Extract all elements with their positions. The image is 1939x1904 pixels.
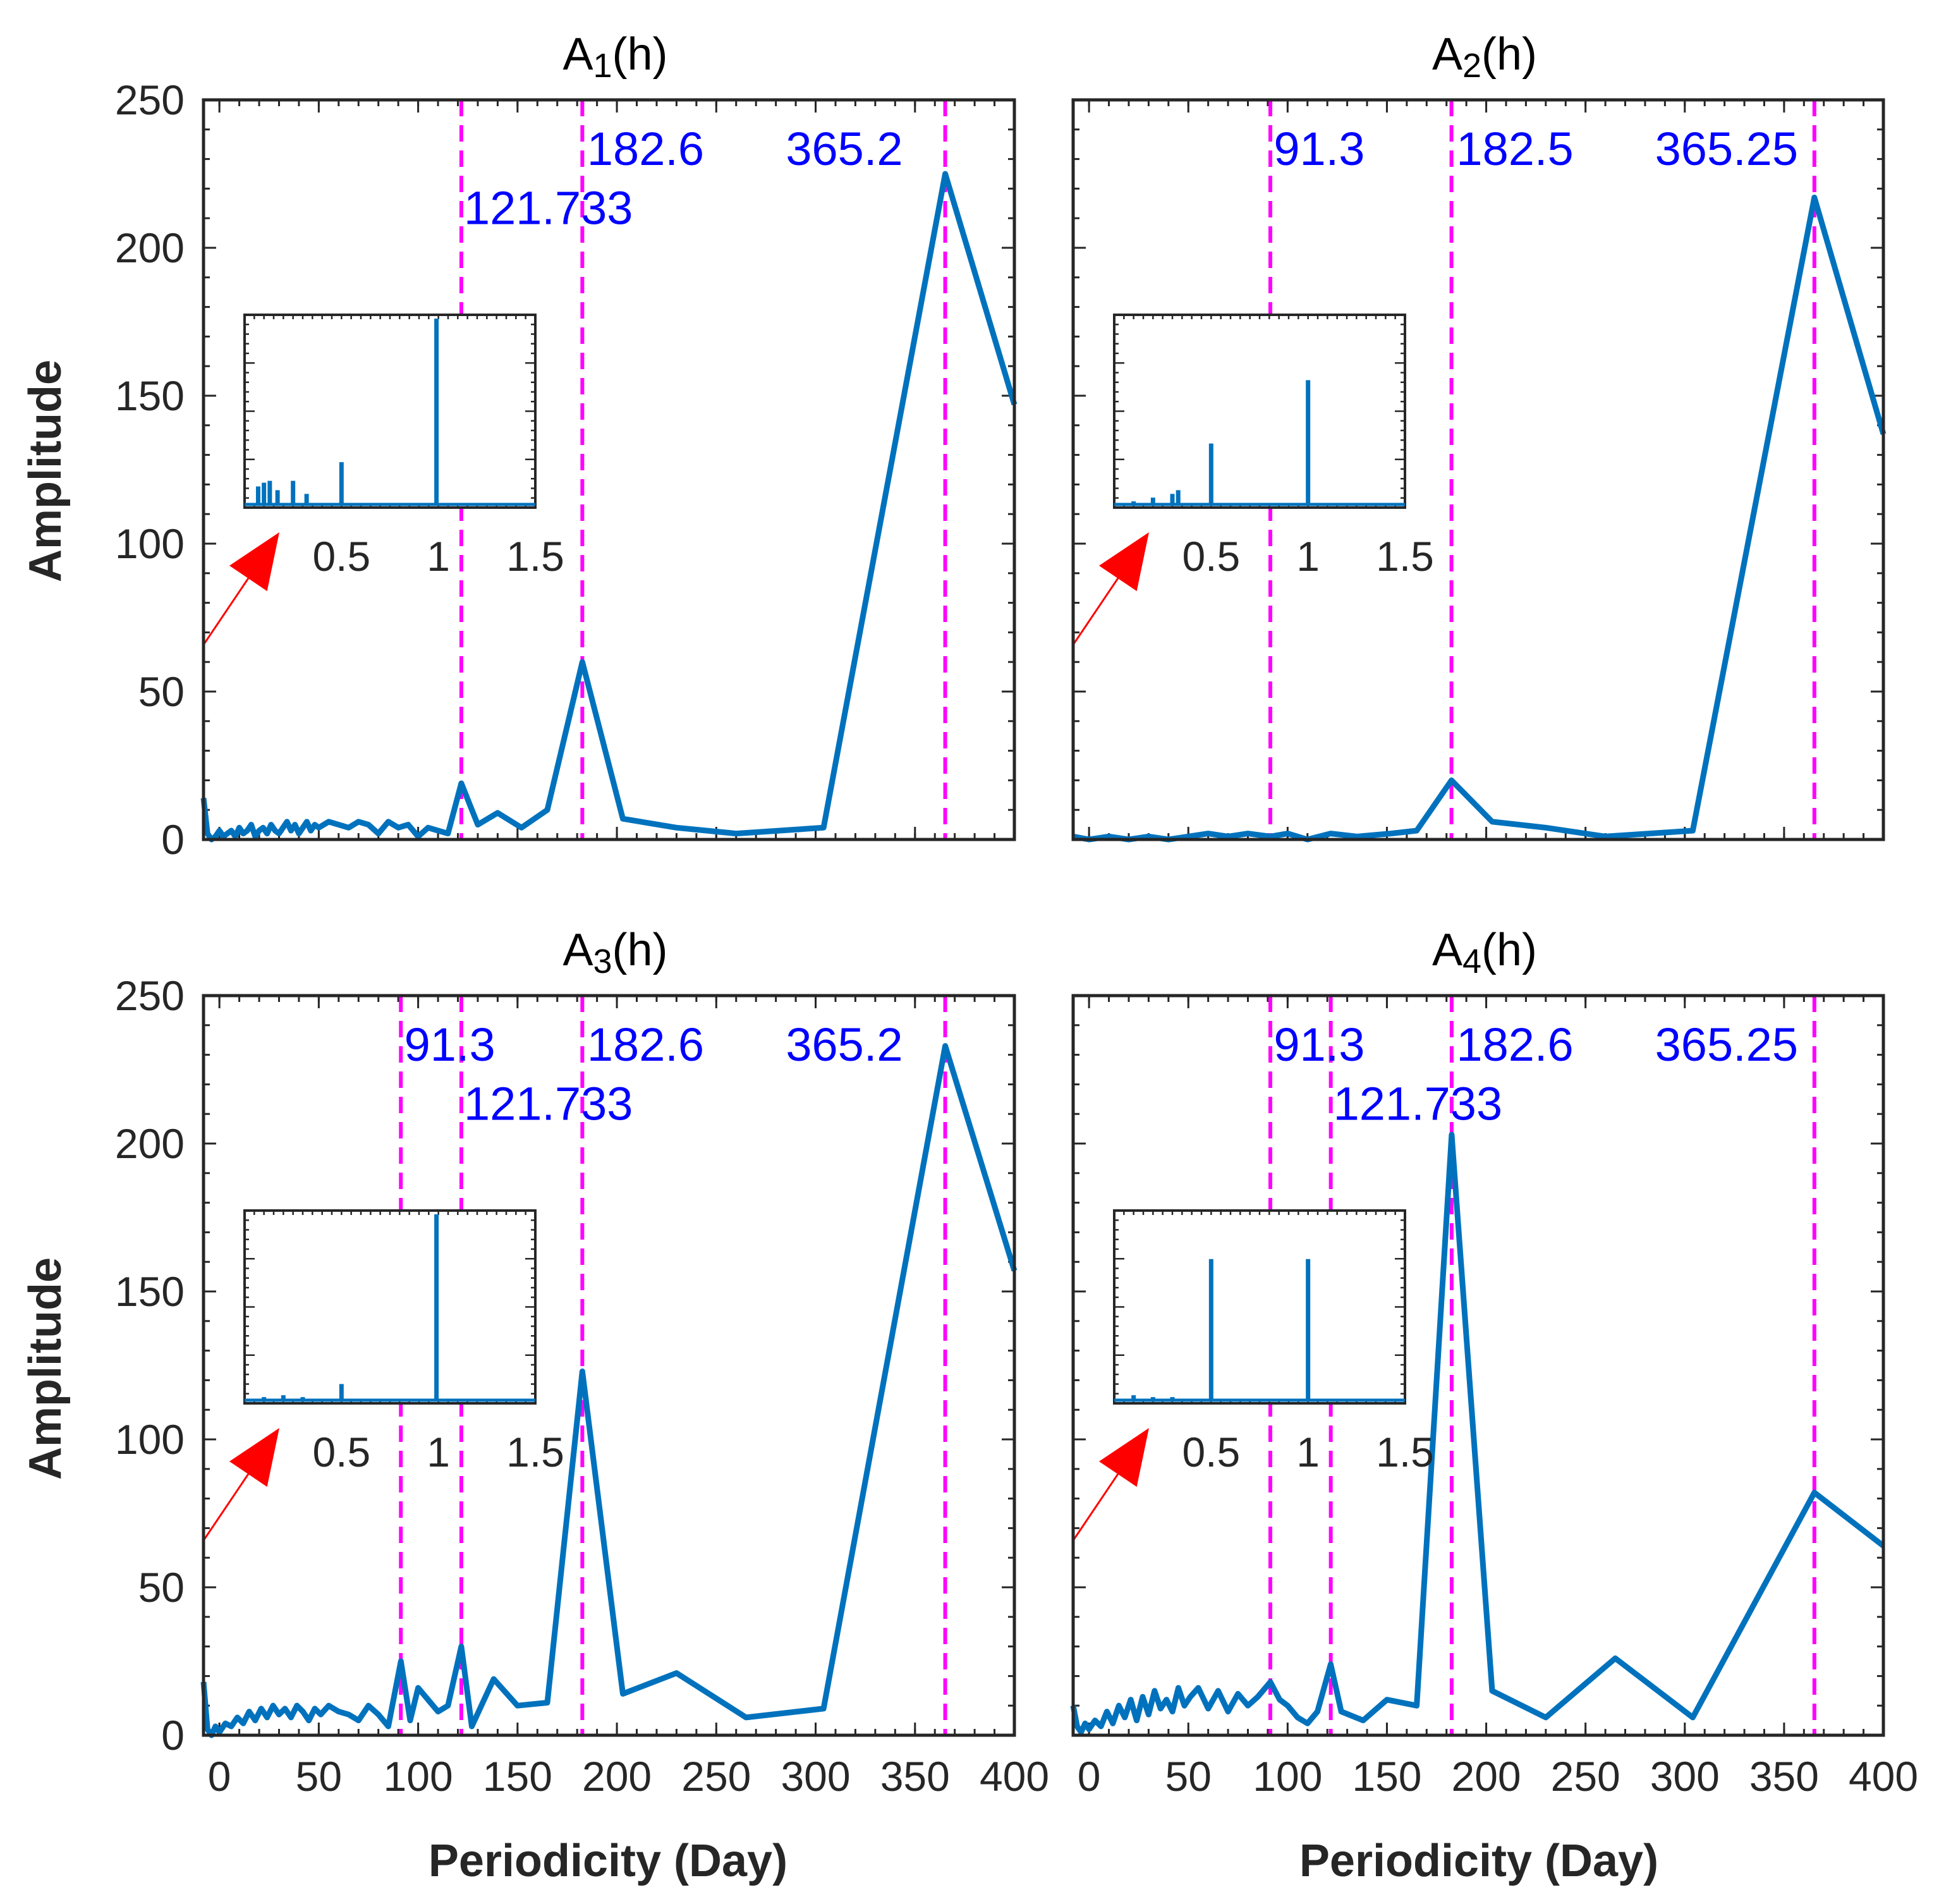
inset-plot: 0.5 1 1.5	[243, 1209, 564, 1475]
panel-title: A2(h)	[1432, 29, 1537, 85]
inset-pointer-arrowhead	[1098, 1428, 1149, 1487]
x-tick-label: 400	[980, 1753, 1049, 1800]
inset-pointer-arrowhead	[229, 1428, 279, 1487]
inset-pointer-arrowhead	[229, 532, 279, 592]
axes-frame	[202, 994, 1016, 1737]
y-tick-label: 250	[115, 972, 185, 1019]
inset-tick-label: 1	[1296, 533, 1320, 580]
y-axis-label-top: Amplitude	[20, 360, 71, 582]
inset-pointer-arrowhead	[1098, 532, 1149, 592]
panel-a2: A2(h) 91.3 182.5 365.25 0.5 1 1.5	[1071, 29, 1887, 843]
x-tick-label: 150	[1352, 1753, 1421, 1800]
peak-label: 91.3	[404, 1018, 495, 1071]
peak-label: 91.3	[1273, 123, 1365, 175]
spectrum-line	[1070, 1132, 1885, 1735]
y-tick-label: 50	[138, 668, 185, 715]
peak-label: 91.3	[1273, 1018, 1365, 1071]
x-tick-label: 300	[1650, 1753, 1720, 1800]
panel-title: A3(h)	[562, 925, 667, 980]
y-tick-label: 200	[115, 224, 185, 271]
peak-label: 121.733	[464, 182, 633, 235]
x-axis-label-right: Periodicity (Day)	[1299, 1836, 1658, 1886]
peak-label: 365.25	[1655, 123, 1798, 175]
axes-frame	[1071, 98, 1885, 841]
inset-tick-label: 1.5	[1376, 533, 1434, 580]
inset-plot: 0.5 1 1.5	[1113, 1209, 1434, 1475]
panel-a1: A1(h) 0 50 100 150 200 250 182.6 365.2 121.733 0.5…	[115, 29, 1018, 863]
inset-plot: 0.5 1 1.5	[1113, 314, 1434, 580]
peak-label: 182.6	[587, 123, 704, 175]
inset-tick-label: 1	[427, 533, 450, 580]
axes-frame	[1071, 994, 1885, 1737]
inset-pointer-arrow	[202, 578, 250, 645]
peak-label: 121.733	[464, 1078, 633, 1130]
x-tick-label: 200	[1452, 1753, 1521, 1800]
axes-frame	[202, 98, 1016, 841]
inset-tick-label: 0.5	[312, 1429, 370, 1475]
peak-label: 365.2	[786, 1018, 903, 1071]
peak-label: 365.25	[1655, 1018, 1798, 1071]
y-tick-label: 0	[161, 1712, 185, 1759]
panel-a3: A3(h) 0 50 100 150 200 250 300 350 400 0 50 100 150 20…	[115, 925, 1049, 1800]
panel-title: A4(h)	[1432, 925, 1537, 980]
inset-pointer-arrow	[1072, 1474, 1119, 1541]
inset-frame	[243, 314, 537, 509]
inset-tick-label: 1.5	[506, 1429, 564, 1475]
x-tick-label: 250	[1551, 1753, 1620, 1800]
x-tick-label: 50	[296, 1753, 342, 1800]
panel-a4: A4(h) 0 50 100 150 200 250 300 350 400 91.3 182.6 36…	[1070, 925, 1918, 1800]
y-tick-label: 200	[115, 1120, 185, 1167]
x-tick-label: 350	[1749, 1753, 1819, 1800]
x-tick-label: 100	[384, 1753, 453, 1800]
inset-pointer-arrow	[202, 1474, 250, 1541]
inset-frame	[1113, 314, 1406, 509]
inset-tick-label: 0.5	[1182, 1429, 1240, 1475]
x-tick-label: 50	[1165, 1753, 1212, 1800]
inset-frame	[243, 1209, 537, 1405]
y-tick-label: 100	[115, 1416, 185, 1463]
x-tick-label: 200	[582, 1753, 652, 1800]
x-tick-label: 100	[1253, 1753, 1322, 1800]
inset-tick-label: 0.5	[1182, 533, 1240, 580]
y-tick-label: 150	[115, 372, 185, 419]
y-tick-label: 150	[115, 1268, 185, 1315]
spectrum-line	[1073, 194, 1887, 843]
peak-label: 182.5	[1456, 123, 1573, 175]
inset-tick-label: 1.5	[1376, 1429, 1434, 1475]
inset-tick-label: 1	[427, 1429, 450, 1475]
peak-label: 121.733	[1334, 1078, 1503, 1130]
y-tick-label: 0	[161, 816, 185, 863]
peak-label: 182.6	[587, 1018, 704, 1071]
y-tick-label: 100	[115, 520, 185, 567]
spectrum-line	[200, 171, 1018, 843]
x-tick-label: 250	[681, 1753, 751, 1800]
x-tick-label: 0	[208, 1753, 231, 1800]
x-tick-label: 0	[1078, 1753, 1101, 1800]
inset-pointer-arrow	[1072, 578, 1119, 645]
x-tick-label: 350	[880, 1753, 950, 1800]
peak-label: 365.2	[786, 123, 903, 175]
y-axis-label-bottom: Amplitude	[20, 1257, 71, 1480]
x-axis-label-left: Periodicity (Day)	[429, 1836, 787, 1886]
inset-frame	[1113, 1209, 1406, 1405]
inset-plot: 0.5 1 1.5	[243, 314, 564, 580]
inset-tick-label: 1.5	[506, 533, 564, 580]
x-tick-label: 300	[781, 1753, 850, 1800]
y-tick-label: 50	[138, 1564, 185, 1611]
x-tick-label: 150	[483, 1753, 552, 1800]
x-tick-label: 400	[1849, 1753, 1918, 1800]
y-tick-label: 250	[115, 76, 185, 123]
peak-label: 182.6	[1456, 1018, 1573, 1071]
inset-tick-label: 1	[1296, 1429, 1320, 1475]
inset-tick-label: 0.5	[312, 533, 370, 580]
panel-title: A1(h)	[562, 29, 667, 85]
spectrum-line	[200, 1043, 1018, 1738]
